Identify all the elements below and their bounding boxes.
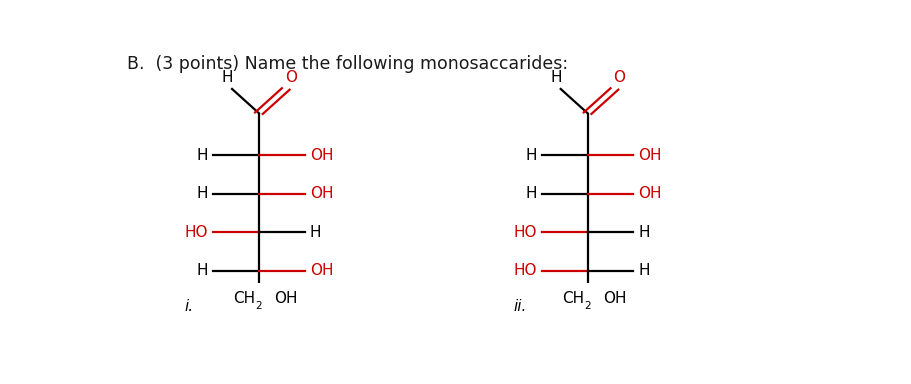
Text: H: H	[638, 225, 650, 240]
Text: H: H	[638, 263, 650, 278]
Text: H: H	[310, 225, 321, 240]
Text: H: H	[196, 148, 208, 163]
Text: ii.: ii.	[513, 299, 527, 314]
Text: H: H	[549, 70, 561, 85]
Text: OH: OH	[274, 291, 298, 306]
Text: H: H	[196, 263, 208, 278]
Text: O: O	[284, 70, 296, 85]
Text: H: H	[196, 186, 208, 202]
Text: OH: OH	[310, 148, 333, 163]
Text: OH: OH	[310, 263, 333, 278]
Text: HO: HO	[184, 225, 208, 240]
Text: H: H	[525, 186, 536, 202]
Text: HO: HO	[513, 225, 536, 240]
Text: B.  (3 points) Name the following monosaccarides:: B. (3 points) Name the following monosac…	[127, 55, 568, 73]
Text: HO: HO	[513, 263, 536, 278]
Text: i.: i.	[184, 299, 194, 314]
Text: CH: CH	[233, 291, 255, 306]
Text: OH: OH	[638, 186, 661, 202]
Text: H: H	[221, 70, 232, 85]
Text: 2: 2	[583, 301, 590, 311]
Text: OH: OH	[638, 148, 661, 163]
Text: OH: OH	[602, 291, 626, 306]
Text: H: H	[525, 148, 536, 163]
Text: O: O	[613, 70, 625, 85]
Text: 2: 2	[255, 301, 261, 311]
Text: CH: CH	[561, 291, 583, 306]
Text: OH: OH	[310, 186, 333, 202]
